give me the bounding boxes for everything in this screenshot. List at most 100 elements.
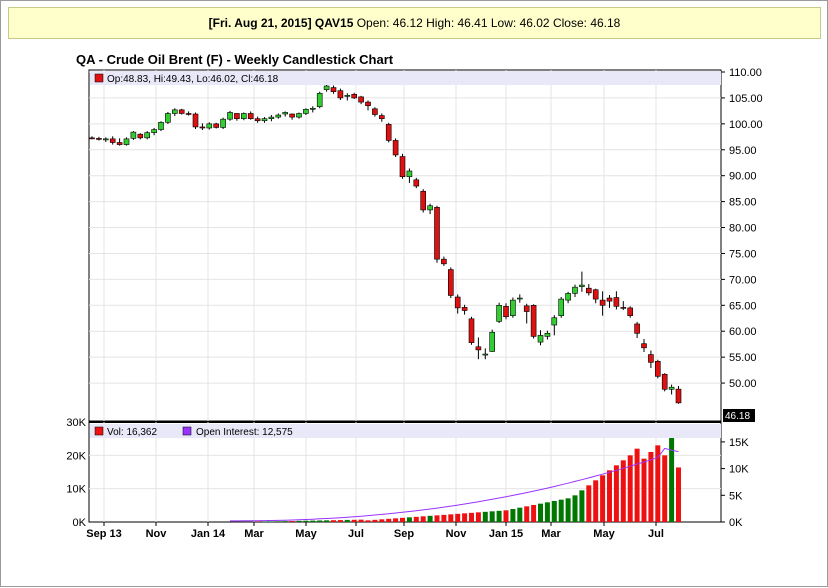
candle-body — [186, 113, 191, 114]
candle-body — [648, 355, 653, 363]
candle-body — [510, 300, 515, 316]
candle-body — [310, 108, 315, 109]
candle-body — [145, 133, 150, 138]
candle-body — [607, 298, 612, 301]
candle-body — [379, 116, 384, 119]
time-tick-label: Jan 14 — [191, 528, 226, 540]
volume-bar — [317, 520, 322, 522]
price-tick-label: 85.00 — [729, 197, 757, 209]
volume-bar — [669, 434, 674, 522]
candle-body — [241, 113, 246, 118]
candle-body — [221, 119, 226, 127]
candle-body — [90, 138, 95, 139]
candle-body — [483, 354, 488, 355]
candle-body — [400, 157, 405, 177]
candle-body — [214, 124, 219, 128]
candle-body — [490, 332, 495, 351]
candle-body — [469, 319, 474, 343]
candle-body — [386, 124, 391, 140]
volume-bar — [393, 518, 398, 522]
candle-body — [96, 138, 101, 139]
volume-bar — [538, 504, 543, 522]
candle-body — [497, 305, 502, 321]
volume-bar — [469, 513, 474, 522]
candle-body — [435, 207, 440, 259]
candle-body — [124, 139, 129, 145]
candle-body — [441, 259, 446, 264]
time-tick-label: Jan 15 — [489, 528, 523, 540]
volume-bar — [621, 460, 626, 522]
oi-legend: Open Interest: 12,575 — [196, 427, 293, 438]
volume-bar — [414, 517, 419, 522]
candle-body — [366, 102, 371, 106]
candle-body — [676, 389, 681, 403]
volume-bar — [497, 511, 502, 522]
candle-body — [559, 299, 564, 316]
candle-body — [103, 139, 108, 140]
volume-bar — [290, 521, 295, 522]
candle-body — [593, 290, 598, 299]
volume-bar — [490, 511, 495, 522]
volume-bar — [607, 470, 612, 522]
candle-body — [283, 112, 288, 114]
price-tick-label: 100.00 — [729, 119, 763, 131]
candle-body — [165, 113, 170, 122]
candle-body — [179, 110, 184, 114]
candle-body — [159, 122, 164, 129]
candle-body — [393, 140, 398, 155]
volume-bar — [504, 510, 509, 522]
volume-bar — [379, 519, 384, 522]
volume-bar — [635, 449, 640, 522]
volume-bar — [297, 521, 302, 522]
candle-body — [303, 109, 308, 113]
volume-bar — [517, 508, 522, 522]
volume-bar — [324, 520, 329, 522]
candle-body — [517, 298, 522, 299]
volume-bar — [428, 516, 433, 522]
volume-tick-label: 0K — [73, 517, 87, 529]
candle-body — [248, 113, 253, 118]
price-tick-label: 110.00 — [729, 67, 762, 79]
price-tick-label: 75.00 — [729, 248, 757, 260]
price-panel — [89, 70, 721, 421]
volume-bar — [352, 520, 357, 522]
last-price-label: 46.18 — [725, 411, 750, 422]
candle-body — [448, 270, 453, 296]
candle-body — [642, 344, 647, 348]
volume-bar — [455, 514, 460, 522]
volume-bar — [462, 513, 467, 522]
volume-bar — [283, 521, 288, 522]
volume-bar — [524, 506, 529, 522]
time-tick-label: Mar — [244, 528, 264, 540]
volume-bar — [593, 480, 598, 522]
volume-bar — [331, 520, 336, 522]
price-tick-label: 65.00 — [729, 300, 757, 312]
candle-body — [324, 86, 329, 90]
oi-legend-swatch — [183, 427, 191, 435]
candle-body — [317, 93, 322, 106]
volume-bar — [441, 515, 446, 522]
oi-tick-label: 5K — [729, 490, 743, 502]
volume-bar — [338, 520, 343, 522]
price-tick-label: 90.00 — [729, 171, 757, 183]
volume-bar — [676, 467, 681, 522]
candle-body — [635, 324, 640, 333]
volume-bar — [276, 521, 281, 522]
volume-bar — [269, 521, 274, 522]
candle-body — [228, 112, 233, 119]
volume-bar — [303, 521, 308, 522]
oi-tick-label: 10K — [729, 464, 749, 476]
oi-tick-label: 15K — [729, 437, 749, 449]
candle-body — [462, 307, 467, 310]
candle-body — [628, 308, 633, 316]
candle-body — [586, 288, 591, 293]
candle-body — [138, 134, 143, 138]
price-legend: Op:48.83, Hi:49.43, Lo:46.02, Cl:46.18 — [107, 74, 279, 85]
candle-body — [600, 300, 605, 305]
candle-body — [524, 306, 529, 312]
candle-body — [345, 95, 350, 96]
candle-body — [455, 297, 460, 308]
